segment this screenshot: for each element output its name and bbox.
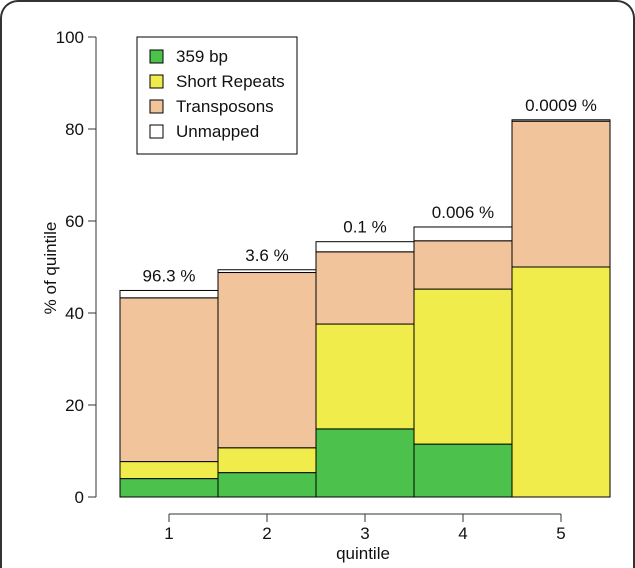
x-tick-label: 4 — [458, 524, 467, 543]
y-tick-label: 100 — [56, 28, 84, 47]
bar-label: 0.0009 % — [525, 96, 597, 115]
legend-swatch — [149, 74, 164, 89]
bar-label: 0.1 % — [343, 218, 386, 237]
bar-segment — [217, 447, 317, 474]
bar-segment — [119, 297, 219, 463]
legend-entry: 359 bp — [176, 47, 228, 66]
y-tick-label: 80 — [65, 120, 84, 139]
bar-segment — [119, 289, 219, 299]
y-axis-label: % of quintile — [41, 222, 60, 315]
bar-segment — [119, 461, 219, 480]
bar-segment — [511, 120, 611, 268]
bar-segment — [315, 428, 415, 498]
x-tick-label: 3 — [360, 524, 369, 543]
legend: 359 bp Short Repeats Transposons Unmapped — [136, 36, 298, 155]
x-axis-label: quintile — [336, 544, 390, 563]
legend-box — [136, 36, 298, 155]
bar-segment — [217, 472, 317, 498]
y-tick-label: 20 — [65, 396, 84, 415]
bar-segment — [315, 323, 415, 430]
bar-segment — [217, 269, 317, 274]
bar-labels: 96.3 % 3.6 % 0.1 % 0.006 % 0.0009 % — [143, 96, 597, 286]
bar-segment — [413, 443, 513, 498]
bar-segment — [217, 272, 317, 449]
bar-label: 0.006 % — [432, 203, 494, 222]
bars — [119, 119, 611, 498]
legend-entry: Unmapped — [176, 122, 259, 141]
bar-segment — [315, 251, 415, 325]
legend-swatch — [149, 49, 164, 64]
x-tick-label: 2 — [262, 524, 271, 543]
bar-label: 96.3 % — [143, 266, 196, 285]
y-tick-label: 0 — [75, 488, 84, 507]
bar-segment — [511, 119, 611, 122]
legend-swatch — [149, 124, 164, 139]
bar-segment — [511, 266, 611, 498]
axes: 0 20 40 60 80 100 1 2 3 4 5 — [56, 28, 566, 543]
bar-segment — [413, 240, 513, 290]
legend-entry: Transposons — [176, 97, 274, 116]
legend-entry: Short Repeats — [176, 72, 285, 91]
y-tick-label: 40 — [65, 304, 84, 323]
bar-segment — [119, 478, 219, 498]
legend-swatch — [149, 99, 164, 114]
bar-segment — [413, 288, 513, 445]
x-tick-label: 5 — [556, 524, 565, 543]
x-tick-label: 1 — [164, 524, 173, 543]
bar-segment — [315, 241, 415, 253]
y-tick-label: 60 — [65, 212, 84, 231]
bar-segment — [413, 226, 513, 242]
bar-label: 3.6 % — [245, 246, 288, 265]
